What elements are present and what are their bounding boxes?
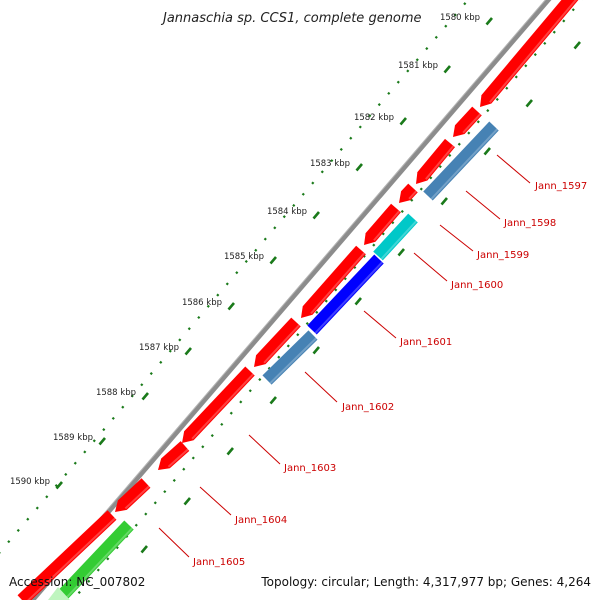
labels-layer: Jann_1597 Jann_1598 Jann_1599 Jann_1600 Jann… [158, 154, 587, 568]
gene-label: Jann_1603 [283, 463, 336, 474]
inner-major-tick [525, 99, 533, 108]
major-tick [55, 481, 63, 490]
major-tick [269, 256, 277, 265]
gene-forward-jann-1604 [115, 478, 151, 512]
gene-label: Jann_1597 [534, 181, 587, 192]
gene-label: Jann_1604 [234, 515, 287, 526]
gene-reverse-jann-1601 [307, 254, 384, 335]
gene-label: Jann_1598 [503, 218, 556, 229]
backbone-highlight [29, 0, 546, 600]
gene-leader-line [199, 486, 232, 516]
inner-major-tick [397, 248, 405, 257]
inner-major-tick [573, 41, 581, 50]
major-tick [227, 302, 235, 311]
major-tick [355, 163, 363, 172]
gene-leader-line [248, 434, 281, 465]
gene-label: Jann_1602 [341, 402, 394, 413]
inner-major-tick [183, 497, 191, 506]
inner-tick-ring [77, 0, 583, 595]
inner-major-tick [354, 297, 362, 306]
major-tick [399, 117, 407, 126]
gene-reverse-jann-1600 [373, 213, 418, 261]
tick-label: 1585 kbp [224, 252, 264, 262]
backbone-line [29, 0, 552, 600]
gene-leader-line [413, 252, 448, 282]
inner-major-tick [312, 346, 320, 355]
gene-label: Jann_1600 [450, 280, 503, 291]
gene-forward-jann-1601 [364, 203, 401, 245]
gene-reverse-jann-1602 [262, 330, 318, 385]
tick-label: 1590 kbp [10, 477, 50, 487]
inner-major-tick [440, 197, 448, 206]
tick-label: 1588 kbp [96, 388, 136, 398]
inner-major-tick [140, 545, 148, 554]
gene-forward-jann-1602-b [254, 317, 301, 367]
gene-forward-jann-1600 [399, 183, 418, 203]
gene-leader-line [465, 190, 501, 220]
genes-layer [17, 0, 579, 600]
major-tick [485, 17, 493, 26]
backbone-layer [29, 0, 552, 600]
gene-label: Jann_1605 [192, 557, 245, 568]
genome-stats: Topology: circular; Length: 4,317,977 bp… [261, 575, 591, 589]
major-tick [141, 392, 149, 401]
tick-label: 1589 kbp [53, 433, 93, 443]
gene-reverse-jann-1605 [53, 520, 134, 600]
gene-forward-jann-1599 [416, 138, 456, 184]
tick-label: 1584 kbp [267, 207, 307, 217]
gene-reverse-jann-1598 [423, 121, 499, 201]
tick-label: 1583 kbp [310, 159, 350, 169]
inner-major-tick [269, 396, 277, 405]
gene-forward-jann-1603 [182, 366, 255, 443]
gene-forward-jann-1605 [17, 510, 117, 600]
ticks-layer: 1580 kbp 1581 kbp 1582 kbp 1583 kbp 1584 kbp… [0, 0, 583, 595]
tick-label: 1587 kbp [139, 343, 179, 353]
major-tick [98, 437, 106, 446]
gene-leader-line [496, 154, 531, 184]
accession-label: Accession: NC_007802 [9, 575, 146, 589]
gene-leader-line [304, 371, 338, 403]
gene-label: Jann_1601 [399, 337, 452, 348]
gene-leader-line [363, 310, 397, 339]
tick-label: 1586 kbp [182, 298, 222, 308]
outer-tick-ring [0, 2, 467, 554]
tick-label: 1581 kbp [398, 61, 438, 71]
tick-label: 1580 kbp [440, 13, 480, 23]
gene-leader-line [439, 224, 474, 252]
inner-major-tick [483, 147, 491, 156]
tick-label: 1582 kbp [354, 113, 394, 123]
major-tick [312, 211, 320, 220]
major-tick [184, 347, 192, 356]
gene-forward-jann-1598 [453, 106, 482, 137]
inner-major-tick [226, 447, 234, 456]
gene-label: Jann_1599 [476, 250, 529, 261]
major-tick [443, 65, 451, 74]
gene-leader-line [158, 527, 190, 558]
gene-forward-jann-1603-end [158, 441, 190, 470]
gene-forward-jann-1597 [480, 0, 579, 107]
gene-forward-jann-1602-a [301, 245, 366, 318]
gene-fragment [48, 587, 70, 600]
genome-title: Jannaschia sp. CCS1, complete genome [163, 11, 422, 26]
